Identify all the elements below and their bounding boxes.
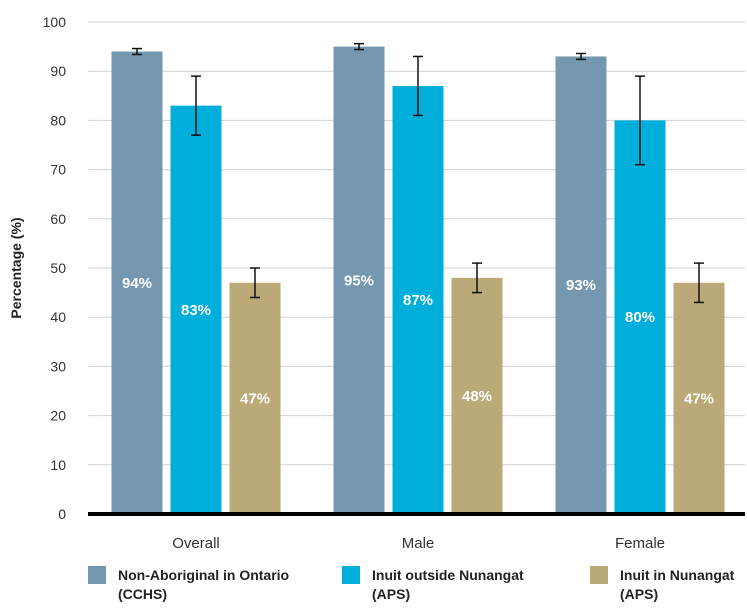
legend-label: (APS) <box>372 586 410 602</box>
data-label: 94% <box>122 275 152 292</box>
bar <box>111 51 163 515</box>
legend-label: Non-Aboriginal in Ontario <box>118 567 289 583</box>
legend-label: (APS) <box>620 586 658 602</box>
y-tick-label: 10 <box>50 457 66 473</box>
data-label: 80% <box>625 309 655 326</box>
bar <box>229 282 281 514</box>
y-axis-title: Percentage (%) <box>8 217 24 318</box>
bar <box>673 282 725 514</box>
y-tick-label: 20 <box>50 408 66 424</box>
y-tick-label: 30 <box>50 358 66 374</box>
legend-label: Inuit outside Nunangat <box>372 567 524 583</box>
bar <box>451 277 503 514</box>
data-label: 48% <box>462 388 492 405</box>
data-label: 83% <box>181 302 211 319</box>
bar <box>392 85 444 515</box>
data-label: 47% <box>684 390 714 407</box>
data-label: 93% <box>566 277 596 294</box>
y-tick-label: 50 <box>50 260 66 276</box>
y-tick-label: 100 <box>43 14 67 30</box>
y-tick-label: 0 <box>58 506 66 522</box>
y-tick-label: 80 <box>50 112 66 128</box>
bar <box>333 46 385 514</box>
x-tick-label: Male <box>402 535 435 552</box>
legend-swatch <box>342 566 360 584</box>
y-tick-label: 90 <box>50 63 66 79</box>
y-tick-label: 70 <box>50 162 66 178</box>
y-tick-label: 60 <box>50 211 66 227</box>
data-label: 47% <box>240 390 270 407</box>
data-label: 87% <box>403 292 433 309</box>
x-tick-label: Female <box>615 535 665 552</box>
data-label: 95% <box>344 272 374 289</box>
bar <box>614 120 666 515</box>
legend-label: (CCHS) <box>118 586 167 602</box>
x-tick-label: Overall <box>172 535 220 552</box>
legend-swatch <box>590 566 608 584</box>
bar <box>555 56 607 514</box>
legend-label: Inuit in Nunangat <box>620 567 735 583</box>
legend-swatch <box>88 566 106 584</box>
bar <box>170 105 222 514</box>
y-tick-label: 40 <box>50 309 66 325</box>
